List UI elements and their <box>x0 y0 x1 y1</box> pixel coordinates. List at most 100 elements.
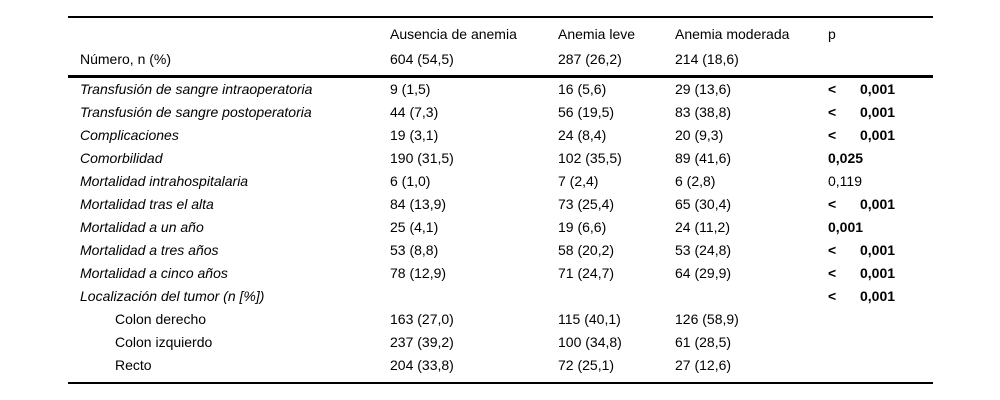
p-value: 0,001 <box>860 264 896 281</box>
row-label: Localización del tumor (n [%]) <box>80 287 265 304</box>
table-body: Transfusión de sangre intraoperatoria 9 … <box>68 78 933 377</box>
p-value: 0,025 <box>828 149 864 166</box>
header-col-moderada: Anemia moderada <box>675 25 790 42</box>
table-row: Transfusión de sangre postoperatoria 44 … <box>68 101 933 124</box>
cell-ausencia: 44 (7,3) <box>390 103 439 120</box>
cell-p: 0,001 <box>828 216 933 239</box>
cell-p: <0,001 <box>828 262 933 285</box>
cell-leve: 71 (24,7) <box>558 264 615 281</box>
p-value: 0,001 <box>860 126 896 143</box>
table-row: Mortalidad a cinco años 78 (12,9) 71 (24… <box>68 262 933 285</box>
row-label: Mortalidad a un año <box>80 218 204 235</box>
cell-ausencia: 78 (12,9) <box>390 264 447 281</box>
row-label: Número, n (%) <box>80 50 172 67</box>
cell-p: 0,025 <box>828 147 933 170</box>
cell-p: <0,001 <box>828 193 933 216</box>
p-value: 0,001 <box>860 241 896 258</box>
table-header-row: Ausencia de anemia Anemia leve Anemia mo… <box>68 22 933 47</box>
cell-moderada: 65 (30,4) <box>675 195 732 212</box>
p-value: 0,001 <box>828 218 864 235</box>
table-rule-middle <box>68 75 933 78</box>
cell-moderada: 29 (13,6) <box>675 80 732 97</box>
table-row: Colon derecho 163 (27,0) 115 (40,1) 126 … <box>68 308 933 331</box>
row-label: Transfusión de sangre postoperatoria <box>80 103 312 120</box>
p-value: 0,001 <box>860 195 896 212</box>
p-less-than-sign: < <box>828 264 837 281</box>
p-less-than-sign: < <box>828 103 837 120</box>
table-row: Mortalidad intrahospitalaria 6 (1,0) 7 (… <box>68 170 933 193</box>
cell-moderada: 20 (9,3) <box>675 126 724 143</box>
cell-moderada: 126 (58,9) <box>675 310 739 327</box>
p-value: 0,001 <box>860 287 896 304</box>
cell-ausencia: 19 (3,1) <box>390 126 439 143</box>
anemia-table: Ausencia de anemia Anemia leve Anemia mo… <box>68 16 933 384</box>
table-row: Localización del tumor (n [%]) <0,001 <box>68 285 933 308</box>
table-rule-top <box>68 16 933 18</box>
table-row: Mortalidad tras el alta 84 (13,9) 73 (25… <box>68 193 933 216</box>
cell-moderada: 214 (18,6) <box>675 50 739 67</box>
cell-ausencia: 6 (1,0) <box>390 172 431 189</box>
cell-p: <0,001 <box>828 101 933 124</box>
header-col-leve: Anemia leve <box>558 25 636 42</box>
row-label: Complicaciones <box>80 126 179 143</box>
cell-leve: 72 (25,1) <box>558 356 615 373</box>
row-label: Mortalidad a cinco años <box>80 264 228 281</box>
cell-moderada: 6 (2,8) <box>675 172 716 189</box>
p-value: 0,001 <box>860 103 896 120</box>
cell-leve: 73 (25,4) <box>558 195 615 212</box>
cell-ausencia: 604 (54,5) <box>390 50 454 67</box>
cell-leve: 19 (6,6) <box>558 218 607 235</box>
cell-leve: 24 (8,4) <box>558 126 607 143</box>
row-label: Transfusión de sangre intraoperatoria <box>80 80 313 97</box>
table-row: Transfusión de sangre intraoperatoria 9 … <box>68 78 933 101</box>
p-less-than-sign: < <box>828 80 837 97</box>
table-rule-bottom <box>68 382 933 384</box>
cell-moderada: 83 (38,8) <box>675 103 732 120</box>
row-label: Mortalidad intrahospitalaria <box>80 172 249 189</box>
cell-leve: 287 (26,2) <box>558 50 622 67</box>
cell-p: 0,119 <box>828 170 933 193</box>
cell-moderada: 89 (41,6) <box>675 149 732 166</box>
table-row: Recto 204 (33,8) 72 (25,1) 27 (12,6) <box>68 354 933 377</box>
count-row: Número, n (%) 604 (54,5) 287 (26,2) 214 … <box>68 47 933 72</box>
cell-p: <0,001 <box>828 239 933 262</box>
cell-p: <0,001 <box>828 78 933 101</box>
p-less-than-sign: < <box>828 195 837 212</box>
row-label: Recto <box>115 356 152 373</box>
cell-ausencia: 163 (27,0) <box>390 310 454 327</box>
cell-moderada: 61 (28,5) <box>675 333 732 350</box>
cell-ausencia: 53 (8,8) <box>390 241 439 258</box>
cell-p: <0,001 <box>828 124 933 147</box>
row-label: Mortalidad a tres años <box>80 241 219 258</box>
p-less-than-sign: < <box>828 241 837 258</box>
table-row: Colon izquierdo 237 (39,2) 100 (34,8) 61… <box>68 331 933 354</box>
table-row: Complicaciones 19 (3,1) 24 (8,4) 20 (9,3… <box>68 124 933 147</box>
cell-leve: 115 (40,1) <box>558 310 621 327</box>
header-col-p: p <box>828 25 836 42</box>
cell-leve: 7 (2,4) <box>558 172 599 189</box>
cell-ausencia: 204 (33,8) <box>390 356 454 373</box>
cell-ausencia: 84 (13,9) <box>390 195 447 212</box>
row-label: Mortalidad tras el alta <box>80 195 214 212</box>
cell-ausencia: 190 (31,5) <box>390 149 454 166</box>
table-row: Mortalidad a un año 25 (4,1) 19 (6,6) 24… <box>68 216 933 239</box>
cell-p: <0,001 <box>828 285 933 308</box>
row-label: Colon izquierdo <box>115 333 213 350</box>
table-row: Comorbilidad 190 (31,5) 102 (35,5) 89 (4… <box>68 147 933 170</box>
p-less-than-sign: < <box>828 287 837 304</box>
row-label: Comorbilidad <box>80 149 163 166</box>
cell-ausencia: 9 (1,5) <box>390 80 431 97</box>
cell-ausencia: 237 (39,2) <box>390 333 454 350</box>
cell-moderada: 27 (12,6) <box>675 356 732 373</box>
cell-leve: 102 (35,5) <box>558 149 622 166</box>
cell-leve: 58 (20,2) <box>558 241 615 258</box>
p-value: 0,119 <box>828 172 862 189</box>
header-col-ausencia: Ausencia de anemia <box>390 25 517 42</box>
cell-leve: 56 (19,5) <box>558 103 615 120</box>
cell-moderada: 53 (24,8) <box>675 241 732 258</box>
cell-moderada: 24 (11,2) <box>675 218 730 235</box>
cell-leve: 100 (34,8) <box>558 333 622 350</box>
cell-moderada: 64 (29,9) <box>675 264 732 281</box>
cell-leve: 16 (5,6) <box>558 80 607 97</box>
